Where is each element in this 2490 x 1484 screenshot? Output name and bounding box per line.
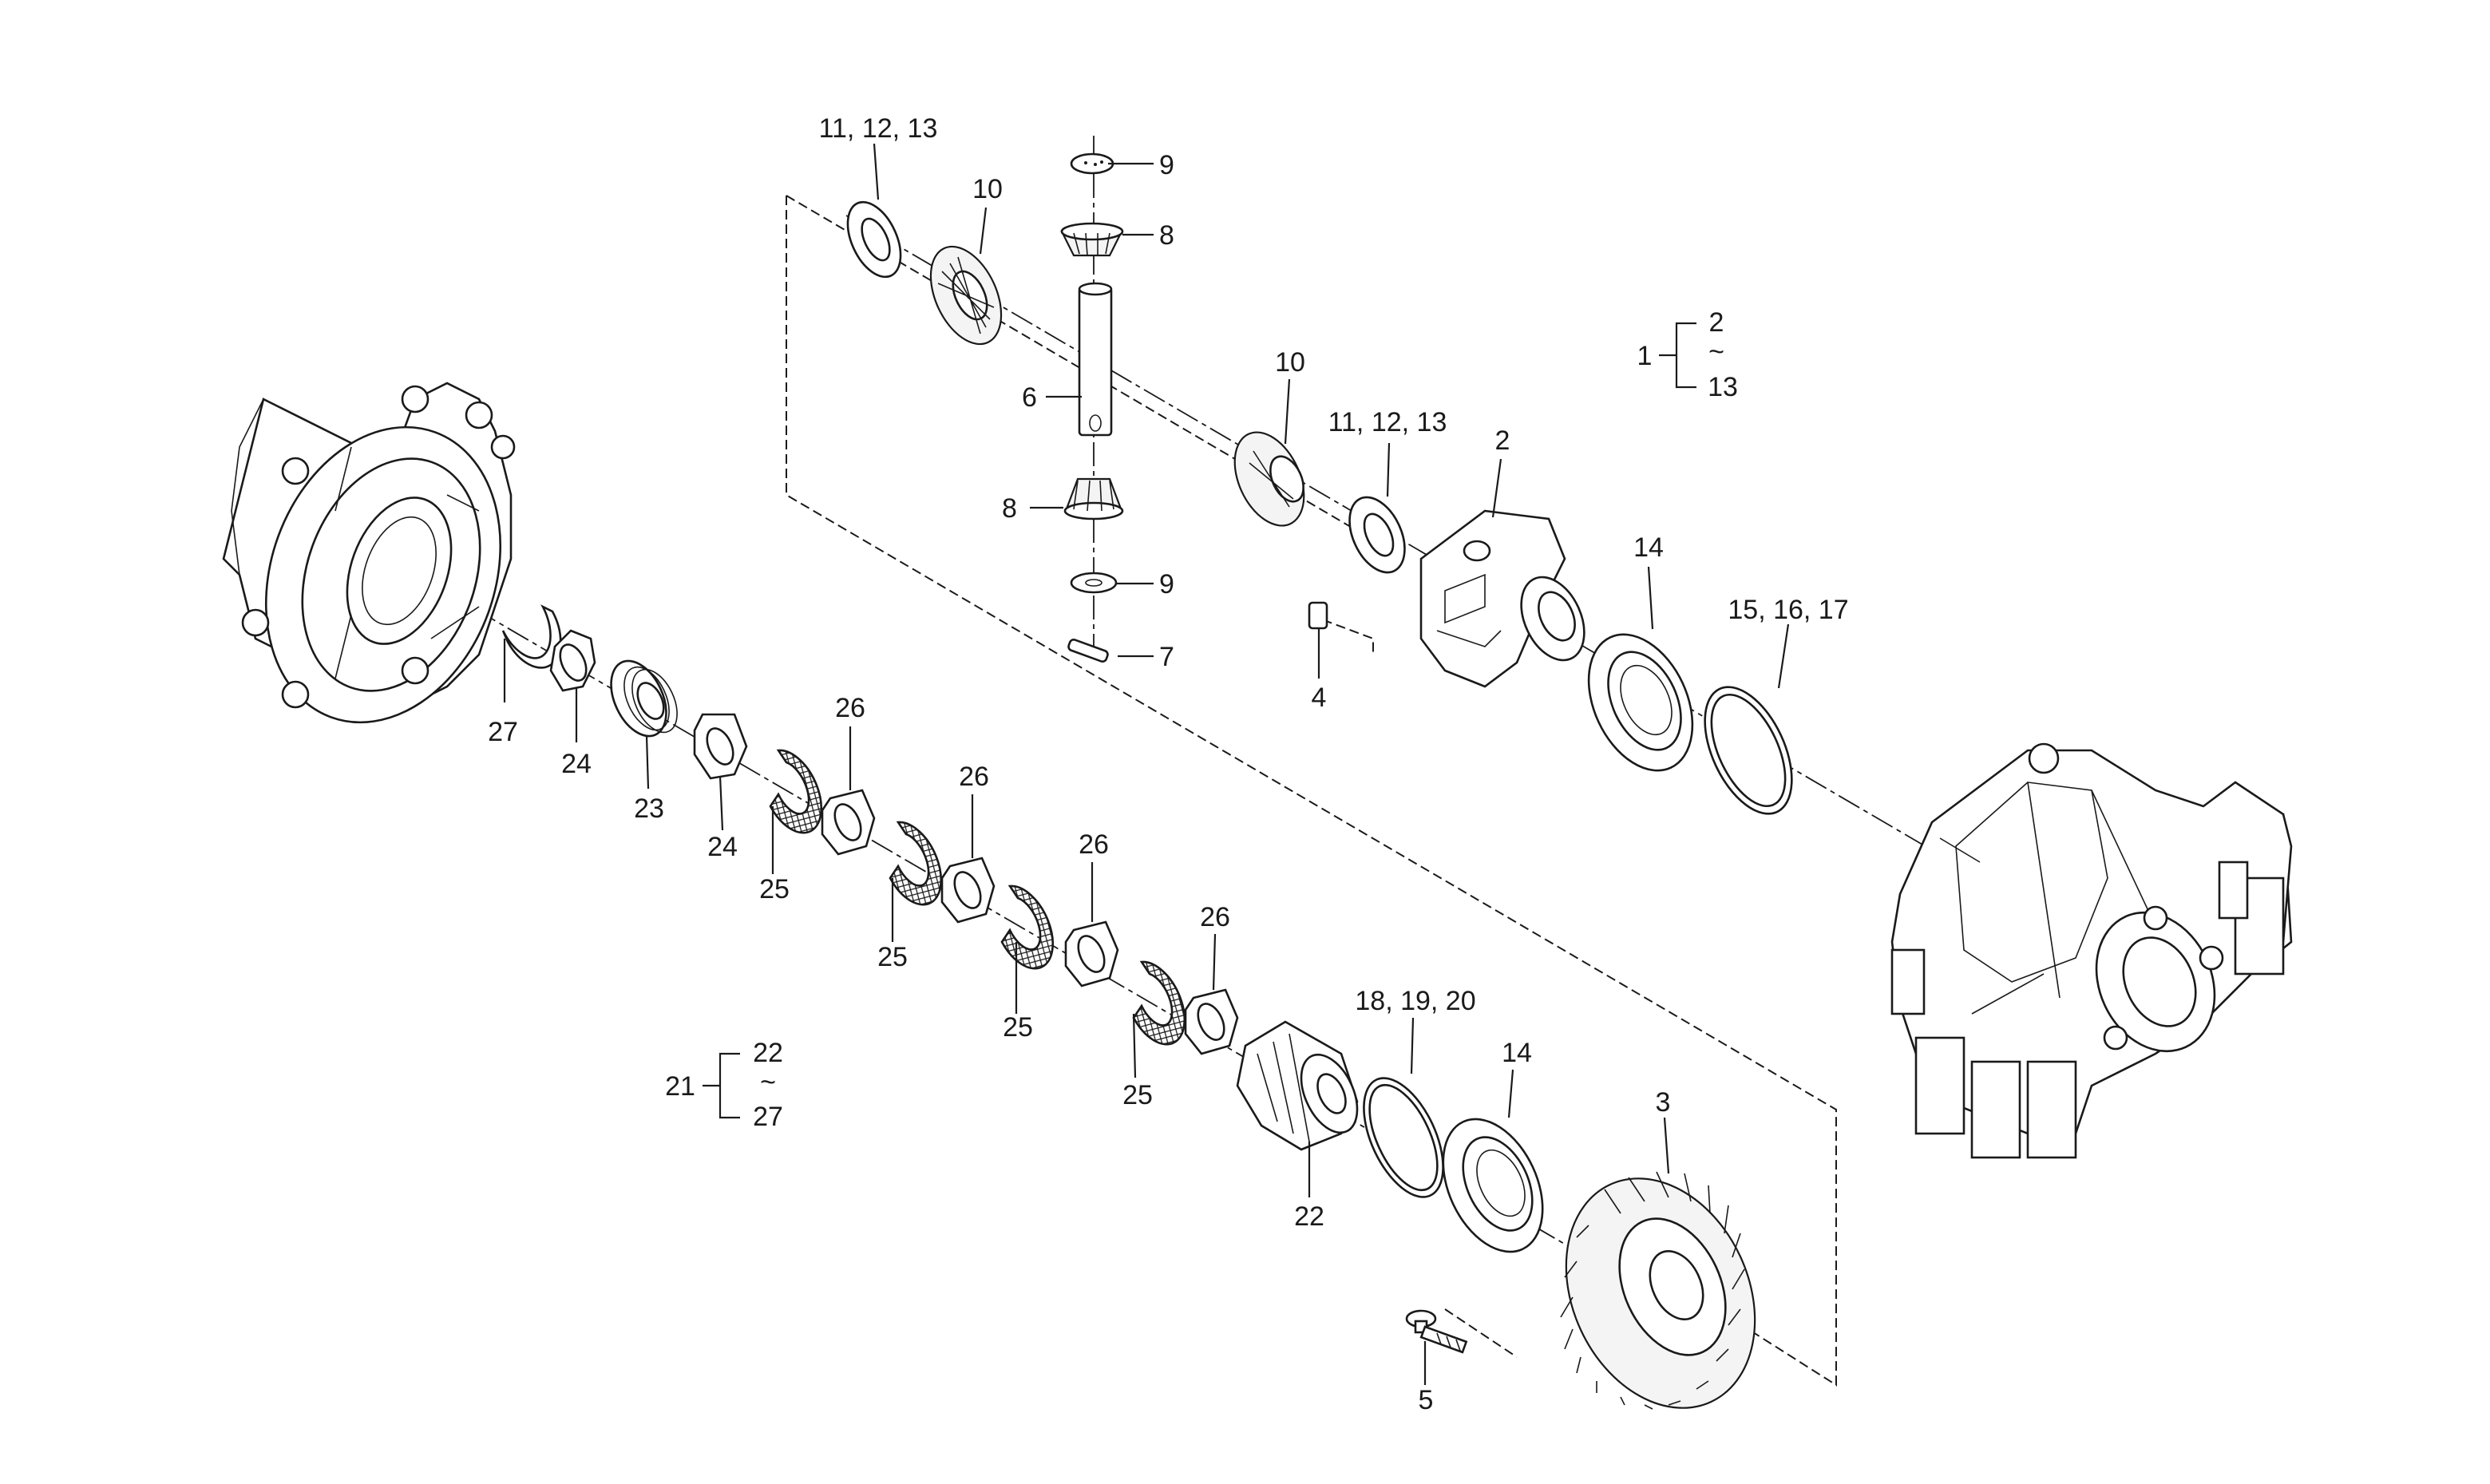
callout-27: 27 [488,717,518,747]
callout-5: 5 [1419,1385,1434,1415]
callout-24-right: 24 [707,832,738,862]
bearing-bottom [1442,1118,1544,1253]
steel-plate-26-a [821,789,876,856]
friction-disc-25-d [1132,960,1186,1046]
differential-case [1419,509,1585,688]
spring-23 [610,659,678,738]
callout-25-b: 25 [877,942,908,972]
nut-plate-24-left [549,629,596,692]
steel-plate-26-d [1184,988,1239,1055]
leader-lines [503,143,1790,1385]
callout-6: 6 [1022,382,1037,413]
callout-26-a: 26 [835,693,865,723]
callout-8-top: 8 [1159,220,1174,251]
washer-top [846,200,902,279]
pin-7 [1067,638,1109,663]
callout-25-d: 25 [1122,1080,1153,1110]
side-gear-mid [1233,431,1305,527]
callout-24-left: 24 [561,749,592,779]
callout-8-bottom: 8 [1002,493,1017,524]
group-label-1: 1 2 ~ 13 [1637,307,1738,402]
ring-gear-3 [1560,1171,1756,1410]
friction-disc-25-c [1000,884,1054,970]
callout-23: 23 [634,793,664,824]
washer-mid [1348,496,1406,574]
friction-disc-25-a [769,749,822,834]
callout-26-c: 26 [1079,829,1109,860]
callout-3: 3 [1656,1087,1671,1118]
callout-10-top: 10 [972,174,1003,204]
shim-ring-18-19-20 [1363,1077,1444,1198]
bolt-5 [1405,1309,1468,1354]
thrust-washer-9-bottom [1070,572,1118,594]
thrust-washer-9-top [1070,152,1114,175]
group-21-from: 22 [753,1038,783,1068]
bearing-top [1587,633,1694,772]
group-1-to: 13 [1708,372,1738,402]
group-label-21: 21 22 ~ 27 [665,1038,783,1132]
callout-11-12-13-top: 11, 12, 13 [819,113,938,144]
steel-plate-26-b [940,857,996,924]
callout-22: 22 [1294,1201,1324,1232]
callout-2: 2 [1495,425,1510,456]
group-21-tilde: ~ [760,1067,776,1098]
side-gear-top [929,245,1003,346]
nut-plate-24-right [693,713,748,780]
pinion-gear-8-bottom [1063,477,1124,520]
group-21-to: 27 [753,1102,783,1132]
callout-26-d: 26 [1200,902,1230,932]
callout-labels: 11, 12, 13 10 9 8 6 8 9 7 10 11, 12, 13 … [488,113,1849,1415]
callout-14-top: 14 [1633,532,1664,563]
callout-14-bottom: 14 [1502,1038,1532,1068]
callout-26-b: 26 [959,762,989,792]
callout-10-mid: 10 [1275,347,1305,378]
group-1-parent: 1 [1637,341,1653,371]
group-1-from: 2 [1709,307,1724,338]
group-1-tilde: ~ [1708,337,1724,367]
shim-ring-15-16-17 [1704,686,1793,815]
pin-4 [1308,601,1328,630]
callout-25-a: 25 [759,874,790,904]
pinion-shaft-6 [1078,282,1113,437]
group-bracket-1 [1659,322,1696,389]
pinion-gear-8-top [1060,222,1124,257]
callout-11-12-13-mid: 11, 12, 13 [1328,407,1447,437]
right-housing [1890,742,2293,1159]
left-housing [222,382,516,724]
steel-plate-26-c [1064,920,1119,987]
callout-15-16-17: 15, 16, 17 [1728,595,1848,625]
group-bracket-21 [703,1052,740,1119]
callout-25-c: 25 [1003,1012,1033,1043]
clutch-hub-22 [1236,1020,1359,1151]
callout-7: 7 [1159,642,1174,672]
friction-disc-25-b [889,821,942,906]
callout-18-19-20: 18, 19, 20 [1355,986,1475,1016]
callout-9-top: 9 [1159,150,1174,180]
group-21-parent: 21 [665,1071,695,1102]
callout-4: 4 [1312,683,1327,713]
callout-9-bottom: 9 [1159,569,1174,600]
